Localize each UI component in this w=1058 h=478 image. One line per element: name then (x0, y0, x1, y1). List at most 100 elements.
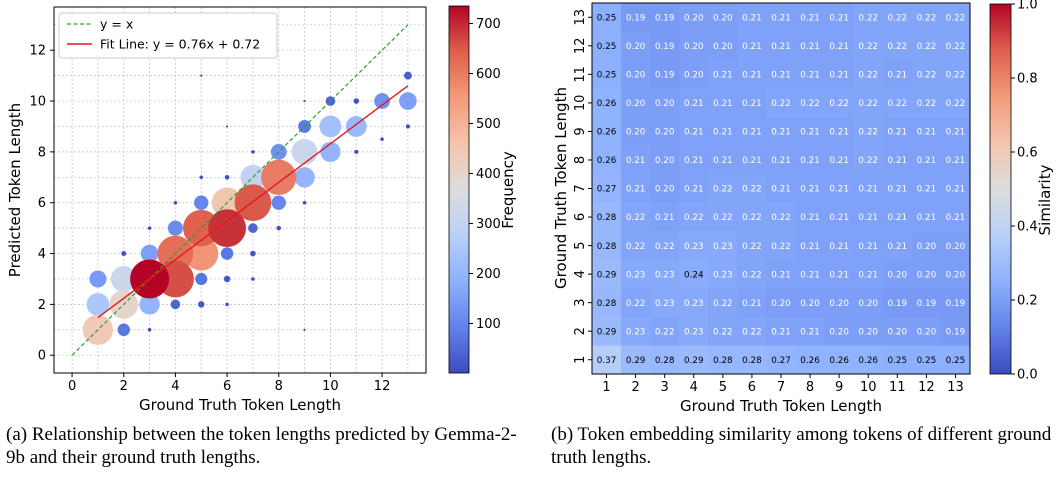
heatmap-cell (911, 202, 942, 232)
heatmap-value-label: 0.21 (771, 327, 791, 337)
scatter-point (224, 175, 230, 180)
scatter-point (251, 150, 255, 154)
heatmap-cell (737, 202, 767, 232)
heatmap-cell (766, 231, 796, 261)
heatmap-cell (679, 60, 709, 90)
heatmap-value-label: 0.21 (946, 213, 966, 223)
heatmap-value-label: 0.22 (946, 13, 966, 23)
heatmap-cell (795, 231, 826, 261)
colorbar-tick-label: 600 (476, 67, 501, 82)
legend-label-fit: Fit Line: y = 0.76x + 0.72 (100, 37, 260, 52)
x-tick-label: 0 (68, 379, 76, 394)
scatter-lines (71, 24, 409, 356)
scatter-point (250, 250, 256, 257)
heatmap-y-tick-label: 7 (573, 184, 588, 192)
heatmap-cell (679, 145, 709, 175)
scatter-point (140, 244, 159, 263)
heatmap-value-label: 0.21 (888, 213, 908, 223)
heatmap-value-label: 0.20 (626, 128, 646, 138)
heatmap-value-label: 0.21 (946, 185, 966, 195)
heatmap-cell (795, 88, 826, 118)
colorbar-tick-label: 500 (476, 117, 501, 132)
heatmap-cell (911, 288, 942, 318)
similarity-colorbar: 0.0 0.2 0.4 0.6 0.8 1.0 Similarity (989, 0, 1054, 383)
heatmap-value-label: 0.23 (684, 299, 704, 309)
heatmap-cell (592, 231, 622, 261)
scatter-point (374, 93, 390, 109)
heatmap-cell (650, 259, 680, 289)
x-tick-label: 12 (374, 379, 391, 394)
x-tick-label: 10 (322, 379, 339, 394)
heatmap-value-label: 0.21 (626, 156, 646, 166)
heatmap-value-label: 0.25 (597, 71, 617, 81)
heatmap-cell (592, 174, 622, 204)
heatmap-cell (940, 288, 971, 318)
heatmap-value-label: 0.22 (917, 13, 937, 23)
heatmap-cell (795, 145, 826, 175)
scatter-point (223, 275, 231, 283)
heatmap-cell (679, 288, 709, 318)
heatmap-value-label: 0.19 (655, 71, 675, 81)
heatmap-value-label: 0.19 (917, 299, 937, 309)
heatmap-cell (911, 259, 942, 289)
heatmap-cell (708, 3, 738, 32)
heatmap-cell (621, 288, 651, 318)
heatmap-value-label: 0.26 (800, 356, 820, 366)
heatmap-cell (824, 31, 855, 61)
heatmap-cell (853, 259, 884, 289)
heatmap-value-label: 0.21 (917, 185, 937, 195)
heatmap-cell (679, 231, 709, 261)
scatter-point (184, 236, 219, 271)
heatmap-value-label: 0.20 (684, 42, 704, 52)
heatmap-cell (679, 88, 709, 118)
heatmap-value-label: 0.19 (888, 299, 908, 309)
heatmap-value-label: 0.21 (800, 71, 820, 81)
heatmap-value-label: 0.22 (626, 299, 646, 309)
heatmap-cell (766, 60, 796, 90)
heatmap-cell (853, 231, 884, 261)
y-tick-label: 2 (38, 298, 46, 313)
heatmap-value-label: 0.21 (684, 185, 704, 195)
scatter-point (303, 99, 306, 103)
heatmap-cell (824, 88, 855, 118)
heatmap-x-tick-label: 1 (602, 380, 610, 395)
heatmap-y-tick-label: 3 (573, 299, 588, 307)
heatmap-value-label: 0.22 (858, 42, 878, 52)
heatmap-cell (853, 88, 884, 118)
heatmap-value-label: 0.21 (771, 42, 791, 52)
heatmap-x-tick-label: 4 (690, 380, 698, 395)
heatmap-cell (708, 60, 738, 90)
heatmap-y-tick-label: 4 (573, 270, 588, 278)
heatmap-value-label: 0.27 (597, 185, 617, 195)
heatmap-value-label: 0.21 (742, 42, 762, 52)
frequency-colorbar: 100 200 300 400 500 600 700 Frequency (448, 5, 517, 374)
heatmap-cell (679, 202, 709, 232)
heatmap-value-label: 0.28 (742, 356, 762, 366)
scatter-point (225, 125, 229, 128)
heatmap-cell (737, 3, 767, 32)
heatmap-cell (911, 31, 942, 61)
heatmap-value-label: 0.22 (888, 42, 908, 52)
heatmap-x-tick-label: 9 (835, 380, 843, 395)
heatmap-cell (679, 174, 709, 204)
heatmap-cell (737, 31, 767, 61)
heatmap-value-label: 0.25 (597, 13, 617, 23)
heatmap-cell (882, 88, 913, 118)
scatter-point (251, 277, 255, 281)
heatmap-cell (824, 145, 855, 175)
heatmap-value-label: 0.22 (742, 185, 762, 195)
scatter-point (353, 98, 360, 104)
heatmap-cell (679, 117, 709, 147)
heatmap-value-label: 0.23 (655, 270, 675, 280)
heatmap-cell (679, 316, 709, 346)
heatmap-cell (737, 117, 767, 147)
heatmap-cell (853, 31, 884, 61)
heatmap-cell (708, 174, 738, 204)
heatmap-x-tick-label: 6 (748, 380, 756, 395)
heatmap-value-label: 0.21 (800, 185, 820, 195)
heatmap-cell (592, 3, 622, 32)
heatmap-cell (940, 231, 971, 261)
heatmap-cell (650, 60, 680, 90)
heatmap-cell (940, 3, 971, 32)
heatmap-cell (679, 345, 709, 375)
